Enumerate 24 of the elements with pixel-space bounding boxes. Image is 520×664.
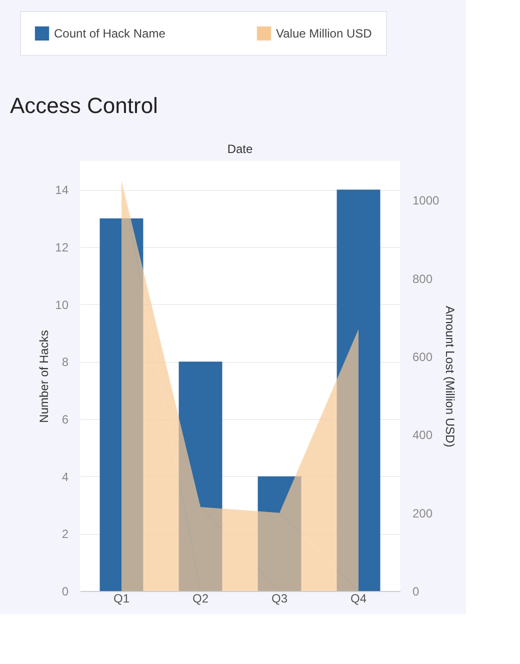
x-tick-label: Q3 xyxy=(272,592,288,606)
x-tick-label: Q4 xyxy=(350,592,367,606)
y2-tick-label: 200 xyxy=(412,506,433,520)
y2-axis-title: Amount Lost (Million USD) xyxy=(443,306,458,448)
y2-tick-label: 800 xyxy=(412,272,433,286)
y2-tick-label: 400 xyxy=(412,428,433,442)
legend-label: Value Million USD xyxy=(276,26,372,40)
y-tick-label: 4 xyxy=(62,470,69,484)
x-axis-title: Date xyxy=(227,142,253,156)
y2-tick-label: 0 xyxy=(412,584,420,598)
y-tick-label: 14 xyxy=(55,183,69,198)
chart-title: Access Control xyxy=(10,93,158,118)
y-tick-label: 8 xyxy=(62,355,69,370)
y-tick-label: 10 xyxy=(55,298,69,312)
y2-tick-label: 1000 xyxy=(412,194,440,208)
y-axis-title: Number of Hacks xyxy=(37,330,52,423)
y-tick-label: 2 xyxy=(62,527,69,542)
y-tick-label: 12 xyxy=(55,240,69,254)
y-tick-label: 0 xyxy=(62,584,69,598)
x-tick-label: Q2 xyxy=(192,592,209,606)
x-tick-label: Q1 xyxy=(113,592,130,606)
legend-label: Count of Hack Name xyxy=(54,26,166,40)
y-tick-label: 6 xyxy=(62,412,69,426)
y2-tick-label: 600 xyxy=(412,350,433,364)
